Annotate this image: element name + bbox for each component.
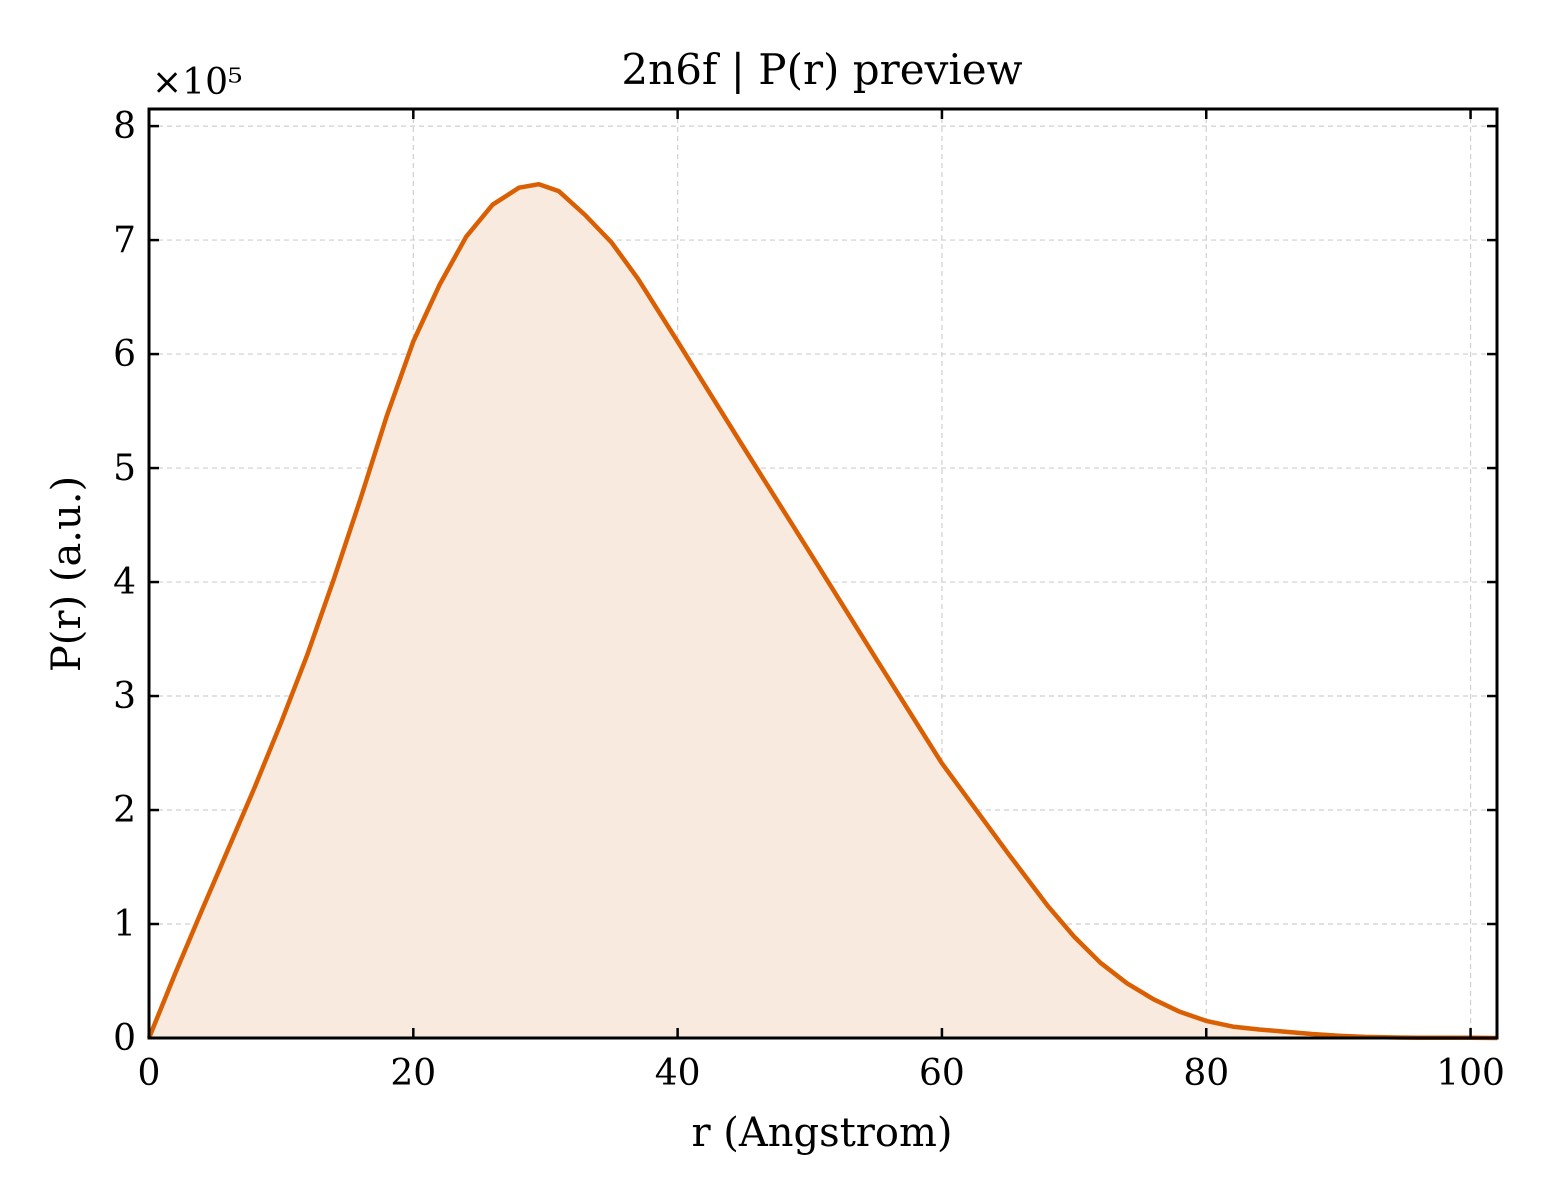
chart-title: 2n6f | P(r) preview <box>621 45 1022 94</box>
y-tick-label: 1 <box>113 904 136 945</box>
y-tick-label: 4 <box>113 562 136 603</box>
pr-area-fill <box>149 184 1497 1038</box>
y-axis-label: P(r) (a.u.) <box>44 476 90 672</box>
y-tick-label: 2 <box>113 790 136 831</box>
pr-curve <box>146 181 1498 1041</box>
x-tick-label: 0 <box>138 1053 161 1094</box>
y-tick-label: 0 <box>113 1018 136 1059</box>
y-tick-label: 6 <box>113 334 136 375</box>
y-tick-label: 7 <box>113 220 136 261</box>
y-tick-label: 3 <box>113 676 136 717</box>
plot-frame <box>147 107 1499 1040</box>
y-tick-label: 5 <box>113 448 136 489</box>
y-tick-label: 8 <box>113 106 136 147</box>
x-tick-label: 40 <box>655 1053 701 1094</box>
axis-ticks: 0 20 40 60 80 100 0 1 2 3 4 5 6 7 8 <box>113 106 1505 1094</box>
x-axis-label: r (Angstrom) <box>691 1110 952 1156</box>
x-tick-label: 60 <box>919 1053 965 1094</box>
x-tick-label: 80 <box>1183 1053 1229 1094</box>
x-tick-label: 100 <box>1436 1053 1505 1094</box>
x-tick-label: 20 <box>390 1053 436 1094</box>
y-offset-label: ×10⁵ <box>152 62 242 103</box>
